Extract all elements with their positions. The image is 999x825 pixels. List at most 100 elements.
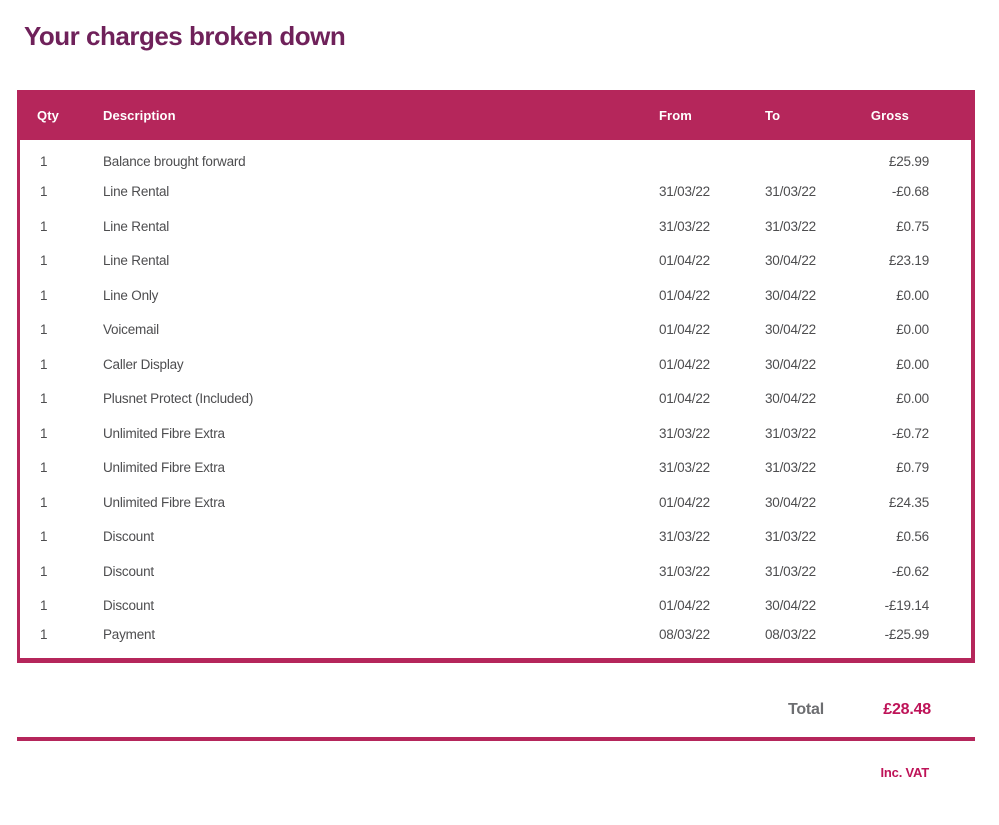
row-qty: 1	[40, 598, 48, 614]
row-to-date: 31/03/22	[765, 425, 816, 441]
row-description: Line Rental	[103, 253, 170, 269]
row-gross-amount: -£0.72	[891, 425, 929, 441]
row-from-date: 01/04/22	[659, 253, 710, 269]
row-description: Line Rental	[103, 218, 170, 234]
table-row: 1 Line Rental 01/04/22 30/04/22 £23.19	[20, 244, 971, 279]
table-row: 1 Discount 31/03/22 31/03/22 -£0.62	[20, 554, 971, 589]
row-gross-amount: £0.75	[896, 218, 929, 234]
row-qty: 1	[40, 494, 48, 510]
row-to-date: 30/04/22	[765, 391, 816, 407]
row-gross-amount: £24.35	[888, 494, 929, 510]
row-to-date: 30/04/22	[765, 494, 816, 510]
table-row: 1 Discount 01/04/22 30/04/22 -£19.14	[20, 589, 971, 624]
table-row: 1 Plusnet Protect (Included) 01/04/22 30…	[20, 382, 971, 417]
row-qty: 1	[40, 184, 48, 200]
row-to-date: 31/03/22	[765, 218, 816, 234]
row-description: Line Rental	[103, 184, 170, 200]
row-qty: 1	[40, 627, 48, 643]
row-description: Unlimited Fibre Extra	[103, 494, 225, 510]
row-to-date: 31/03/22	[765, 460, 816, 476]
column-header-from: From	[639, 90, 745, 140]
row-from-date: 31/03/22	[659, 184, 710, 200]
table-row: 1 Unlimited Fibre Extra 01/04/22 30/04/2…	[20, 485, 971, 520]
row-qty: 1	[40, 563, 48, 579]
row-description: Voicemail	[103, 322, 159, 338]
row-gross-amount: £0.00	[896, 287, 929, 303]
row-qty: 1	[40, 425, 48, 441]
table-row: 1 Unlimited Fibre Extra 31/03/22 31/03/2…	[20, 451, 971, 486]
row-gross-amount: £0.00	[896, 322, 929, 338]
row-to-date: 31/03/22	[765, 529, 816, 545]
row-gross-amount: £23.19	[888, 253, 929, 269]
row-description: Plusnet Protect (Included)	[103, 391, 254, 407]
row-to-date: 30/04/22	[765, 322, 816, 338]
row-to-date	[745, 140, 851, 175]
row-gross-amount: -£19.14	[884, 598, 930, 614]
row-gross-amount: £0.00	[896, 391, 929, 407]
row-from-date	[639, 140, 745, 175]
page-title: Your charges broken down	[24, 21, 346, 51]
total-value: £28.48	[883, 701, 931, 718]
row-gross-amount: £0.79	[896, 460, 929, 476]
row-to-date: 08/03/22	[765, 627, 816, 643]
table-row: 1 Discount 31/03/22 31/03/22 £0.56	[20, 520, 971, 555]
row-to-date: 31/03/22	[765, 184, 816, 200]
row-qty: 1	[40, 391, 48, 407]
table-row: 1 Voicemail 01/04/22 30/04/22 £0.00	[20, 313, 971, 348]
row-gross-amount: £0.00	[896, 356, 929, 372]
row-description: Caller Display	[103, 356, 184, 372]
row-to-date: 30/04/22	[765, 598, 816, 614]
row-from-date: 08/03/22	[659, 627, 710, 643]
row-gross-amount: -£25.99	[884, 627, 930, 643]
row-qty: 1	[40, 253, 48, 269]
row-description: Discount	[103, 563, 154, 579]
row-from-date: 31/03/22	[659, 460, 710, 476]
row-qty: 1	[40, 322, 48, 338]
row-from-date: 01/04/22	[659, 598, 710, 614]
charges-table-header: Qty Description From To Gross	[20, 90, 971, 140]
charges-table-body: 1 Balance brought forward £25.99 1 Line …	[20, 140, 971, 658]
column-header-qty: Qty	[20, 90, 86, 140]
row-gross-amount: £0.56	[896, 529, 929, 545]
row-to-date: 30/04/22	[765, 287, 816, 303]
row-qty: 1	[40, 218, 48, 234]
row-qty: 1	[40, 460, 48, 476]
row-from-date: 31/03/22	[659, 425, 710, 441]
row-description: Unlimited Fibre Extra	[103, 460, 225, 476]
table-row: 1 Line Rental 31/03/22 31/03/22 -£0.68	[20, 175, 971, 210]
row-description: Payment	[103, 627, 155, 643]
table-row: 1 Unlimited Fibre Extra 31/03/22 31/03/2…	[20, 416, 971, 451]
row-qty: 1	[40, 287, 48, 303]
row-to-date: 31/03/22	[765, 563, 816, 579]
table-row: 1 Balance brought forward £25.99	[20, 140, 971, 175]
table-row: 1 Payment 08/03/22 08/03/22 -£25.99	[20, 623, 971, 658]
row-qty: 1	[40, 154, 48, 170]
table-row: 1 Line Rental 31/03/22 31/03/22 £0.75	[20, 209, 971, 244]
row-from-date: 31/03/22	[659, 529, 710, 545]
row-from-date: 01/04/22	[659, 356, 710, 372]
row-from-date: 01/04/22	[659, 322, 710, 338]
row-gross-amount: £25.99	[888, 154, 929, 170]
table-row: 1 Caller Display 01/04/22 30/04/22 £0.00	[20, 347, 971, 382]
column-header-to: To	[745, 90, 851, 140]
row-gross-amount: -£0.62	[891, 563, 929, 579]
row-description: Balance brought forward	[103, 154, 246, 170]
column-header-gross: Gross	[851, 90, 971, 140]
total-row: Total £28.48	[17, 681, 975, 737]
row-to-date: 30/04/22	[765, 356, 816, 372]
row-from-date: 31/03/22	[659, 218, 710, 234]
column-header-description: Description	[86, 90, 639, 140]
row-from-date: 01/04/22	[659, 494, 710, 510]
row-description: Discount	[103, 529, 154, 545]
row-from-date: 01/04/22	[659, 287, 710, 303]
row-gross-amount: -£0.68	[891, 184, 929, 200]
row-from-date: 01/04/22	[659, 391, 710, 407]
charges-table: Qty Description From To Gross 1 Balance …	[17, 90, 975, 663]
vat-note: Inc. VAT	[880, 765, 930, 780]
row-qty: 1	[40, 529, 48, 545]
row-to-date: 30/04/22	[765, 253, 816, 269]
row-qty: 1	[40, 356, 48, 372]
row-description: Unlimited Fibre Extra	[103, 425, 225, 441]
row-from-date: 31/03/22	[659, 563, 710, 579]
summary-section: Total £28.48 Inc. VAT	[17, 681, 975, 780]
